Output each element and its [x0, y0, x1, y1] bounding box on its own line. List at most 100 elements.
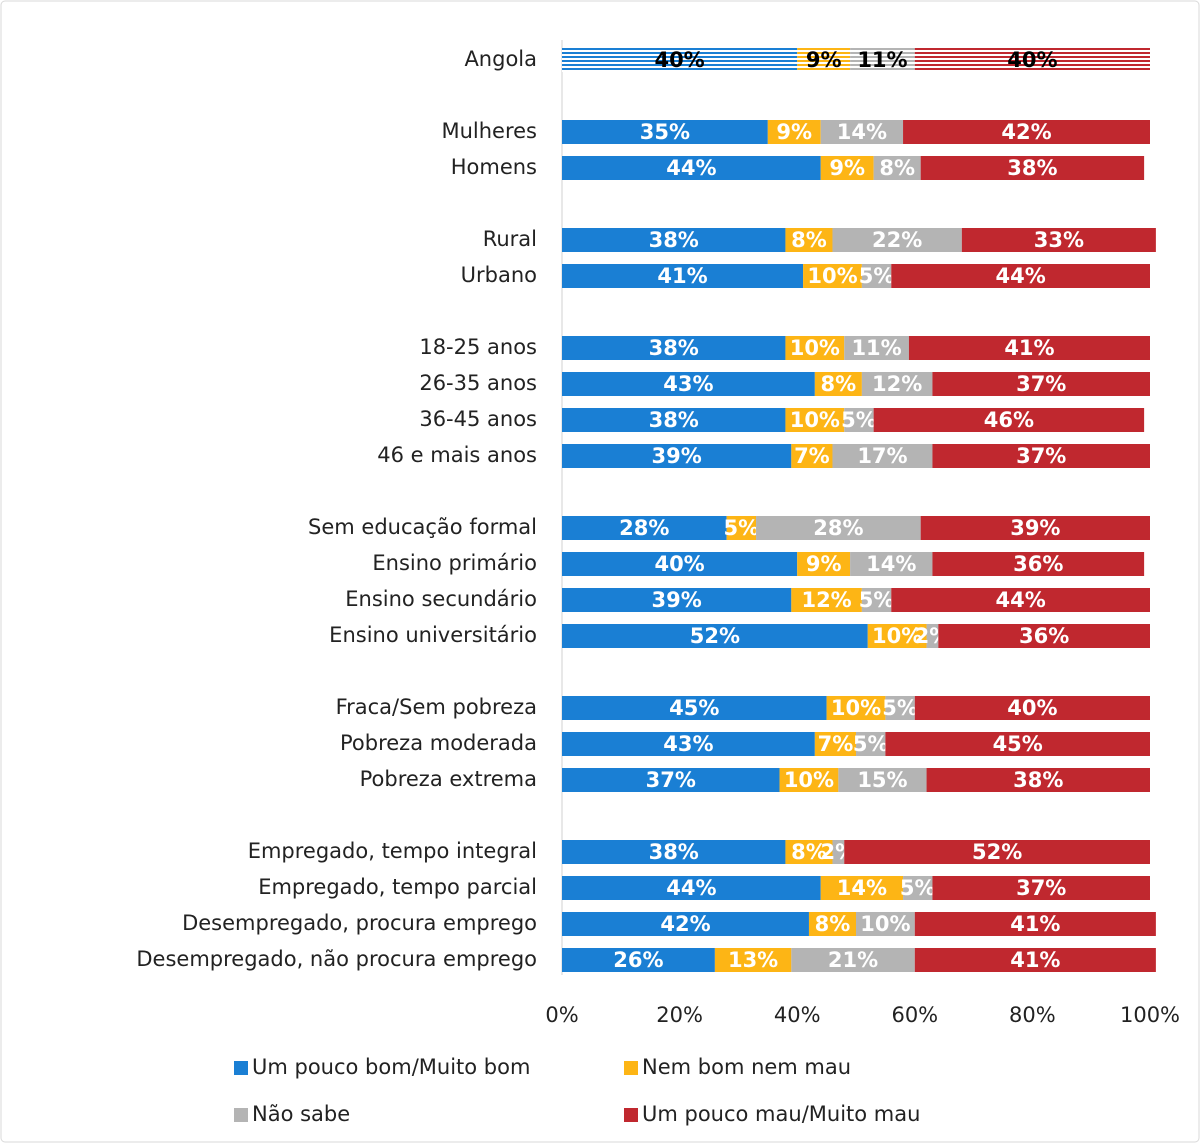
- value-label: 5%: [900, 876, 936, 900]
- value-label: 41%: [1004, 336, 1054, 360]
- value-label: 37%: [1016, 372, 1066, 396]
- category-label: Ensino universitário: [329, 623, 537, 647]
- bar-segment: [785, 336, 845, 360]
- bar-segment: [785, 408, 845, 432]
- bar-segment: [791, 948, 915, 972]
- bar-segment: [861, 372, 933, 396]
- value-label: 35%: [640, 120, 690, 144]
- value-label: 41%: [1010, 948, 1060, 972]
- bar-segment: [861, 588, 892, 612]
- bar-segment: [562, 516, 727, 540]
- value-label: 5%: [724, 516, 760, 540]
- legend-swatch: [624, 1108, 638, 1122]
- value-label: 33%: [1034, 228, 1084, 252]
- category-label: Sem educação formal: [308, 515, 537, 539]
- value-label: 38%: [1013, 768, 1063, 792]
- bar-segment: [832, 228, 962, 252]
- value-label: 43%: [663, 732, 713, 756]
- bar-segment: [844, 408, 874, 432]
- value-label: 10%: [831, 696, 881, 720]
- bar-segment: [861, 264, 892, 288]
- x-tick-label: 0%: [545, 1003, 578, 1027]
- category-label: Desempregado, não procura emprego: [136, 947, 537, 971]
- category-label: Empregado, tempo integral: [248, 839, 537, 863]
- value-label: 10%: [872, 624, 922, 648]
- value-label: 43%: [663, 372, 713, 396]
- bar-segment: [562, 48, 798, 72]
- bar-segment: [838, 768, 927, 792]
- bar-segment: [914, 696, 1150, 720]
- x-tick-label: 100%: [1120, 1003, 1180, 1027]
- value-label: 40%: [654, 552, 704, 576]
- bar-segment: [785, 228, 833, 252]
- bar-segment: [562, 840, 786, 864]
- bar-segment: [914, 48, 1150, 72]
- legend-label: Não sabe: [252, 1102, 350, 1126]
- category-label: Mulheres: [441, 119, 537, 143]
- bar-segment: [562, 372, 815, 396]
- bar-segment: [856, 912, 915, 936]
- bar-segment: [714, 948, 792, 972]
- value-label: 38%: [1007, 156, 1057, 180]
- bar-segment: [814, 732, 856, 756]
- x-tick-label: 40%: [774, 1003, 821, 1027]
- value-label: 7%: [818, 732, 854, 756]
- value-label: 9%: [776, 120, 812, 144]
- value-label: 14%: [866, 552, 916, 576]
- value-label: 9%: [806, 552, 842, 576]
- value-label: 17%: [857, 444, 907, 468]
- x-tick-label: 80%: [1009, 1003, 1056, 1027]
- value-label: 15%: [857, 768, 907, 792]
- category-label: 26-35 anos: [419, 371, 537, 395]
- bar-segment: [791, 588, 862, 612]
- category-label: 36-45 anos: [419, 407, 537, 431]
- value-label: 11%: [851, 336, 901, 360]
- bar-segment: [832, 840, 845, 864]
- category-label: Ensino primário: [372, 551, 537, 575]
- bar-segment: [908, 336, 1150, 360]
- bar-segment: [920, 156, 1145, 180]
- value-label: 45%: [669, 696, 719, 720]
- bar-segment: [562, 444, 792, 468]
- bar-segment: [562, 408, 786, 432]
- bar-segment: [850, 48, 915, 72]
- value-label: 46%: [984, 408, 1034, 432]
- bar-segment: [844, 840, 1150, 864]
- bar-segment: [914, 912, 1156, 936]
- value-label: 8%: [815, 912, 851, 936]
- category-label: Angola: [464, 47, 537, 71]
- value-label: 14%: [837, 120, 887, 144]
- legend-swatch: [234, 1108, 248, 1122]
- bar-segment: [562, 876, 821, 900]
- value-label: 5%: [859, 264, 895, 288]
- value-label: 28%: [813, 516, 863, 540]
- bar-segment: [932, 876, 1150, 900]
- value-label: 40%: [1007, 48, 1057, 72]
- bar-segment: [844, 336, 909, 360]
- value-label: 40%: [1007, 696, 1057, 720]
- category-label: Empregado, tempo parcial: [258, 875, 537, 899]
- bar-segment: [903, 876, 933, 900]
- legend-label: Um pouco mau/Muito mau: [642, 1102, 920, 1126]
- bar-segment: [797, 48, 851, 72]
- bar-segment: [820, 876, 904, 900]
- bar-segment: [797, 552, 851, 576]
- value-label: 10%: [790, 336, 840, 360]
- value-label: 26%: [613, 948, 663, 972]
- bar-segment: [808, 912, 856, 936]
- category-label: 46 e mais anos: [377, 443, 537, 467]
- bar-segment: [938, 624, 1150, 648]
- value-label: 39%: [652, 444, 702, 468]
- category-label: Pobreza moderada: [340, 731, 537, 755]
- category-label: 18-25 anos: [419, 335, 537, 359]
- bar-segment: [820, 120, 904, 144]
- bar-segment: [562, 912, 809, 936]
- value-label: 12%: [872, 372, 922, 396]
- bar-segment: [891, 588, 1150, 612]
- bar-segment: [562, 948, 715, 972]
- category-label: Desempregado, procura emprego: [182, 911, 537, 935]
- bar-segment: [826, 696, 886, 720]
- bar-segment: [903, 120, 1150, 144]
- category-label: Ensino secundário: [345, 587, 537, 611]
